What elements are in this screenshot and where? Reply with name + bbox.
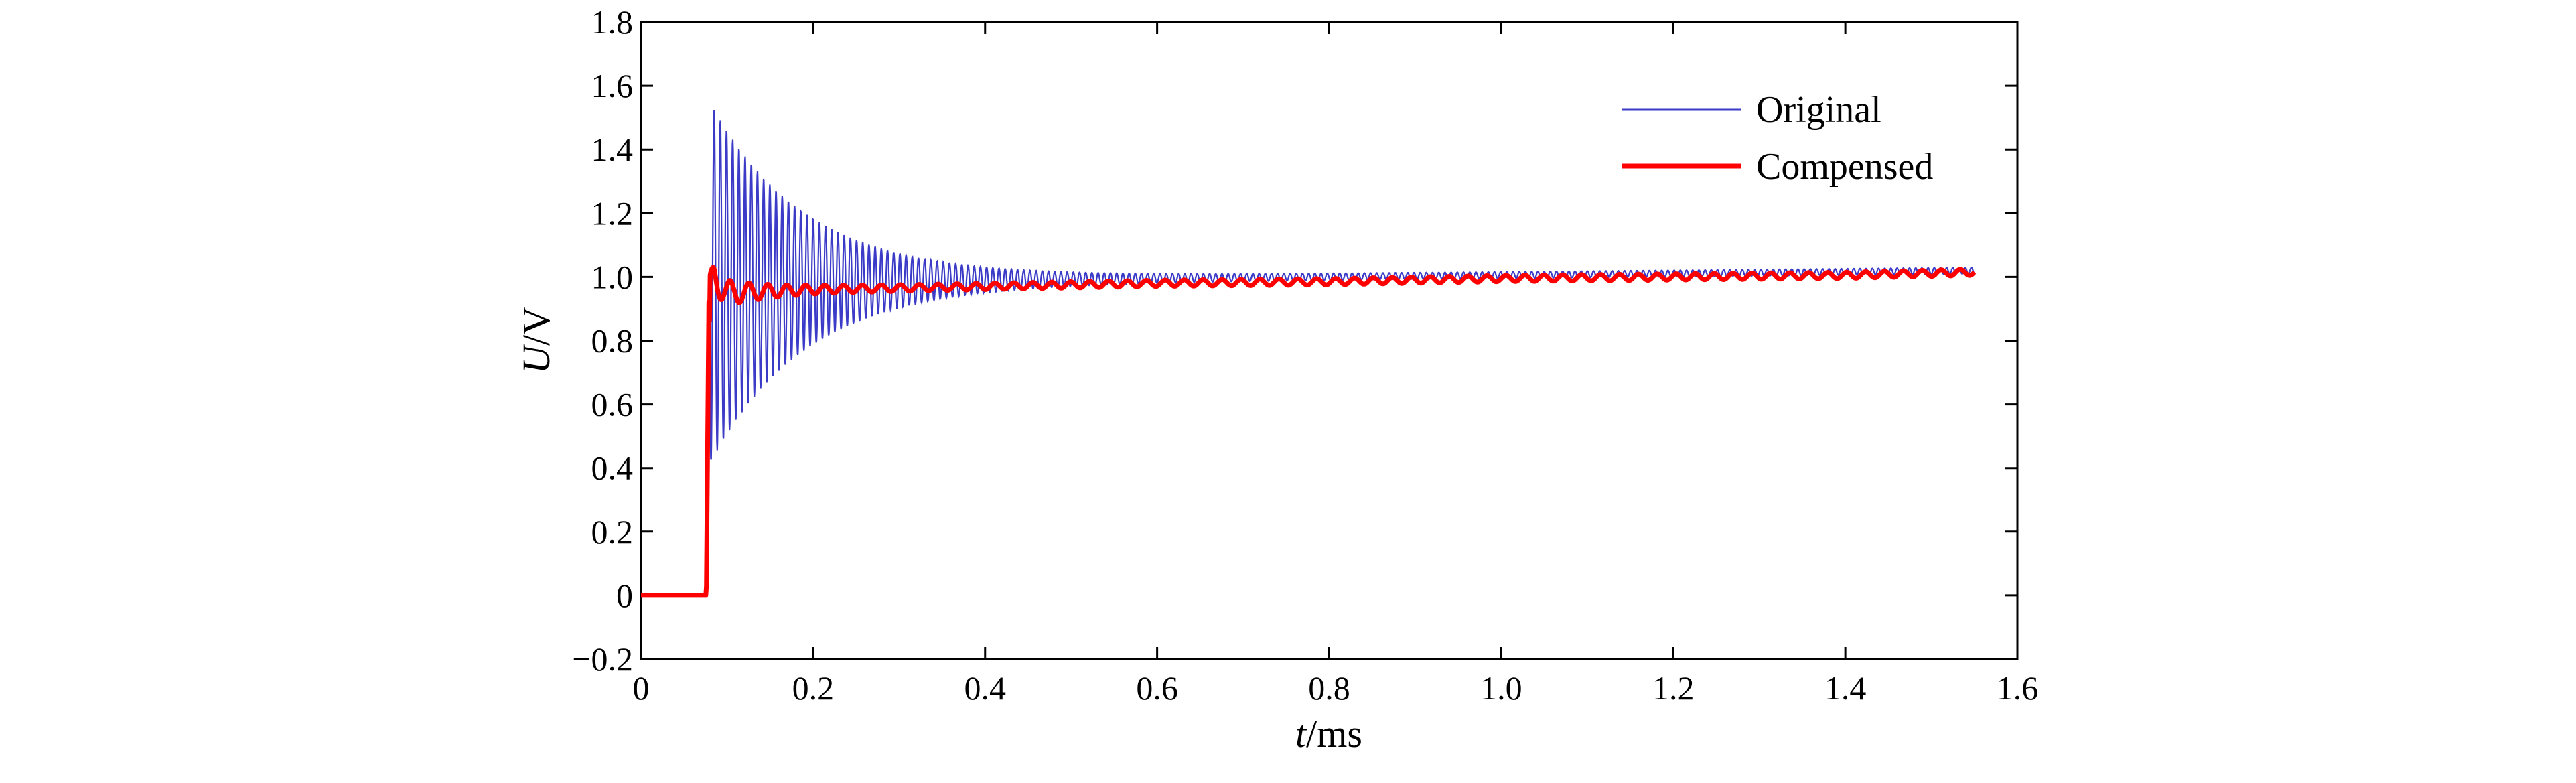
x-tick-label: 0 bbox=[633, 669, 650, 707]
x-tick-label: 0.4 bbox=[964, 669, 1007, 707]
y-tick-label: 1.6 bbox=[591, 67, 634, 104]
legend-original-label: Original bbox=[1756, 89, 1881, 131]
y-tick-label: 0.2 bbox=[591, 513, 634, 551]
y-tick-label: 0.8 bbox=[591, 322, 634, 360]
x-tick-label: 1.4 bbox=[1824, 669, 1867, 707]
y-tick-label: −0.2 bbox=[572, 640, 633, 678]
y-tick-label: 0 bbox=[616, 577, 633, 614]
y-tick-label: 1.4 bbox=[591, 131, 634, 168]
y-tick-label: 0.6 bbox=[591, 386, 634, 423]
x-tick-label: 1.2 bbox=[1652, 669, 1695, 707]
x-tick-label: 1.6 bbox=[1997, 669, 2039, 707]
y-tick-label: 1.0 bbox=[591, 258, 634, 295]
y-tick-label: 0.4 bbox=[591, 449, 634, 487]
legend: Original Compensed bbox=[1622, 89, 1933, 188]
x-axis-label: t/ms bbox=[1295, 712, 1362, 756]
plot-area bbox=[641, 110, 1977, 598]
y-tick-label: 1.8 bbox=[591, 3, 634, 41]
x-tick-label: 1.0 bbox=[1480, 669, 1522, 707]
x-ticks: 0 0.2 0.4 0.6 0.8 1.0 1.2 1.4 1.6 bbox=[633, 22, 2039, 707]
legend-compensed-label: Compensed bbox=[1756, 146, 1933, 188]
x-tick-label: 0.2 bbox=[792, 669, 835, 707]
y-axis-label: U/V bbox=[514, 307, 558, 374]
x-tick-label: 0.6 bbox=[1136, 669, 1178, 707]
x-tick-label: 0.8 bbox=[1308, 669, 1350, 707]
series-compensed-line bbox=[641, 265, 1977, 598]
y-ticks: −0.2 0 0.2 0.4 0.6 0.8 1.0 1.2 1.4 1.6 1.8 bbox=[572, 3, 2017, 678]
y-tick-label: 1.2 bbox=[591, 194, 634, 232]
